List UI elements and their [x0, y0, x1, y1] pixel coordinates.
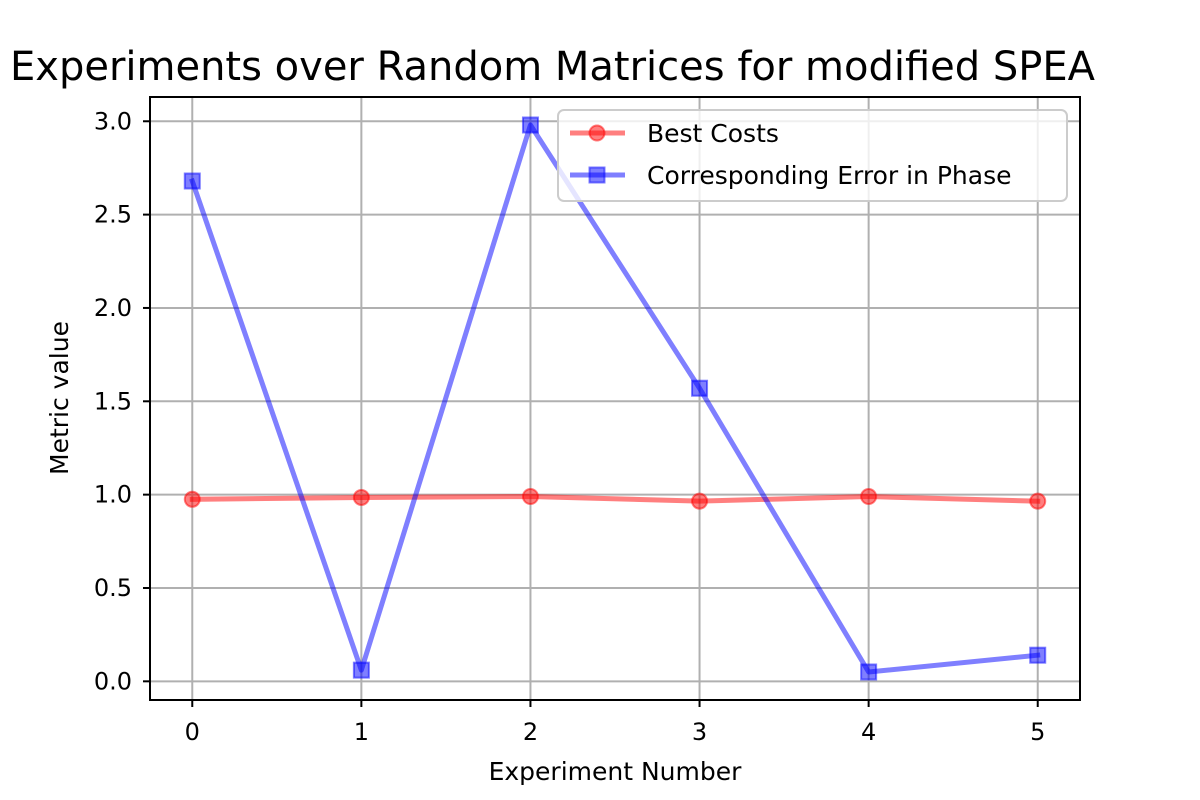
y-tick-label: 1.0 — [94, 481, 132, 509]
x-tick-label: 1 — [354, 718, 369, 746]
data-point — [860, 488, 878, 506]
data-point — [691, 379, 709, 397]
x-axis-label: Experiment Number — [489, 757, 743, 786]
x-tick-label: 3 — [692, 718, 707, 746]
data-point — [1029, 646, 1047, 664]
series-layer — [183, 116, 1047, 681]
data-point — [521, 116, 539, 134]
legend: Best Costs Corresponding Error in Phase — [557, 109, 1068, 202]
legend-item: Corresponding Error in Phase — [570, 161, 1011, 190]
series-2 — [183, 116, 1047, 681]
y-tick-label: 0.5 — [94, 574, 132, 602]
legend-swatch-marker — [588, 124, 606, 142]
data-point — [521, 488, 539, 506]
legend-label: Best Costs — [647, 119, 779, 148]
data-point — [691, 492, 709, 510]
y-tick-label: 0.0 — [94, 667, 132, 695]
y-tick-label: 1.5 — [94, 387, 132, 415]
data-point — [183, 490, 201, 508]
y-tick-label: 2.0 — [94, 294, 132, 322]
x-tick-label: 4 — [861, 718, 876, 746]
y-tick-label: 3.0 — [94, 107, 132, 135]
x-tick-label: 2 — [523, 718, 538, 746]
x-tick-label: 5 — [1030, 718, 1045, 746]
series-line — [189, 122, 1041, 675]
legend-box — [557, 109, 1068, 202]
y-axis-label: Metric value — [45, 321, 74, 475]
x-tick-label: 0 — [185, 718, 200, 746]
y-axis: 0.0 0.5 1.0 1.5 2.0 2.5 3.0 — [94, 107, 150, 695]
legend-label: Corresponding Error in Phase — [647, 161, 1011, 190]
data-point — [183, 172, 201, 190]
series-1 — [183, 488, 1047, 510]
chart-title: Experiments over Random Matrices for mod… — [10, 44, 1096, 90]
data-point — [860, 663, 878, 681]
data-point — [352, 488, 370, 506]
y-tick-label: 2.5 — [94, 201, 132, 229]
legend-item: Best Costs — [570, 119, 779, 148]
plot-frame — [149, 96, 1081, 701]
data-point — [352, 661, 370, 679]
data-point — [1029, 492, 1047, 510]
legend-swatch-marker — [588, 166, 606, 184]
x-axis: 0 1 2 3 4 5 — [185, 700, 1045, 746]
series-line — [189, 494, 1041, 504]
